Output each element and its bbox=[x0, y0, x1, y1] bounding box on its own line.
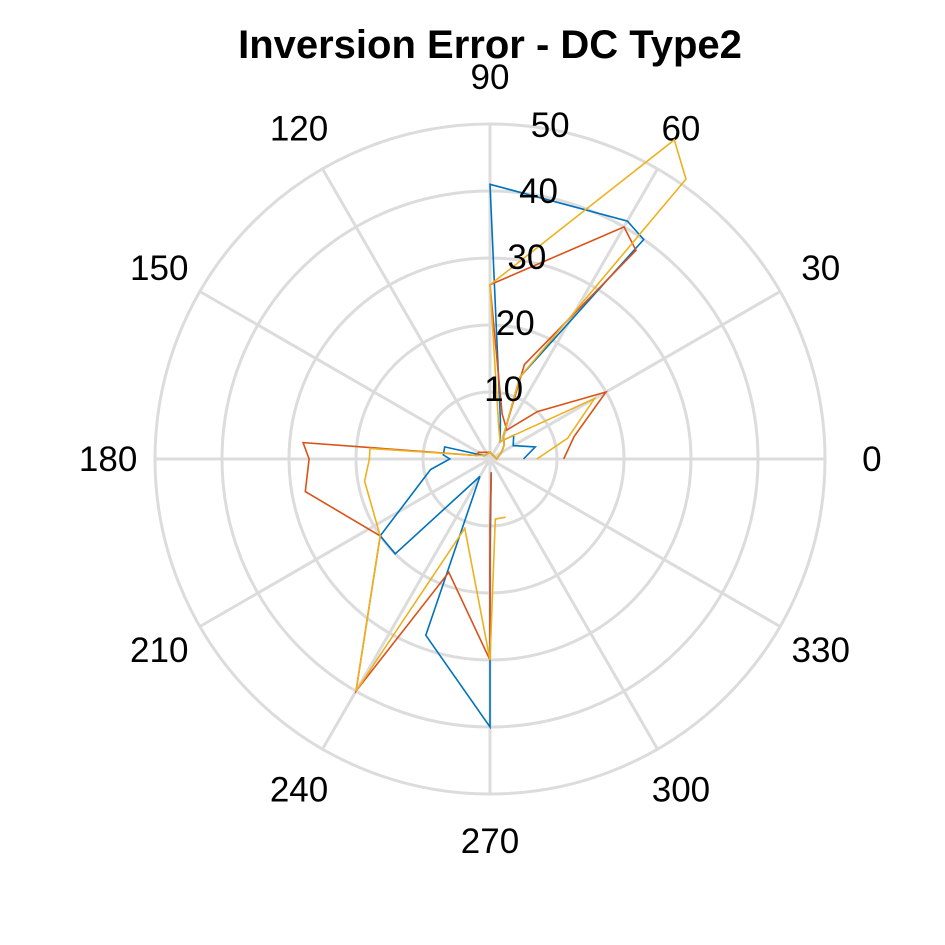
theta-tick-label: 90 bbox=[471, 58, 510, 97]
theta-tick-label: 120 bbox=[270, 109, 328, 148]
grid-spoke bbox=[321, 458, 492, 750]
grid-spoke bbox=[199, 457, 491, 628]
theta-tick-labels: 0 30 60 90 120 150 180 210 240 270 300 330 bbox=[79, 58, 882, 861]
theta-tick-label: 300 bbox=[652, 771, 710, 810]
grid-spoke bbox=[199, 290, 491, 461]
r-tick-label: 30 bbox=[507, 238, 546, 277]
theta-tick-label: 150 bbox=[130, 249, 188, 288]
grid-spoke bbox=[488, 458, 659, 750]
theta-tick-label: 240 bbox=[270, 771, 328, 810]
r-tick-label: 20 bbox=[496, 304, 535, 343]
r-tick-label: 50 bbox=[531, 106, 570, 145]
theta-tick-label: 0 bbox=[862, 440, 881, 479]
chart-title: Inversion Error - DC Type2 bbox=[238, 23, 742, 67]
series-3-line bbox=[355, 138, 687, 692]
series-layer bbox=[301, 138, 687, 730]
grid-spoke bbox=[489, 290, 781, 461]
theta-tick-label: 60 bbox=[661, 109, 700, 148]
angular-grid bbox=[155, 124, 825, 794]
theta-tick-label: 30 bbox=[801, 249, 840, 288]
r-tick-label: 40 bbox=[519, 172, 558, 211]
grid-spoke bbox=[321, 168, 492, 460]
theta-tick-label: 330 bbox=[792, 631, 850, 670]
r-tick-labels: 10 20 30 40 50 bbox=[484, 106, 569, 409]
theta-tick-label: 270 bbox=[461, 822, 519, 861]
grid-spoke bbox=[489, 457, 781, 628]
r-tick-label: 10 bbox=[484, 370, 523, 409]
theta-tick-label: 210 bbox=[130, 631, 188, 670]
theta-tick-label: 180 bbox=[79, 440, 137, 479]
